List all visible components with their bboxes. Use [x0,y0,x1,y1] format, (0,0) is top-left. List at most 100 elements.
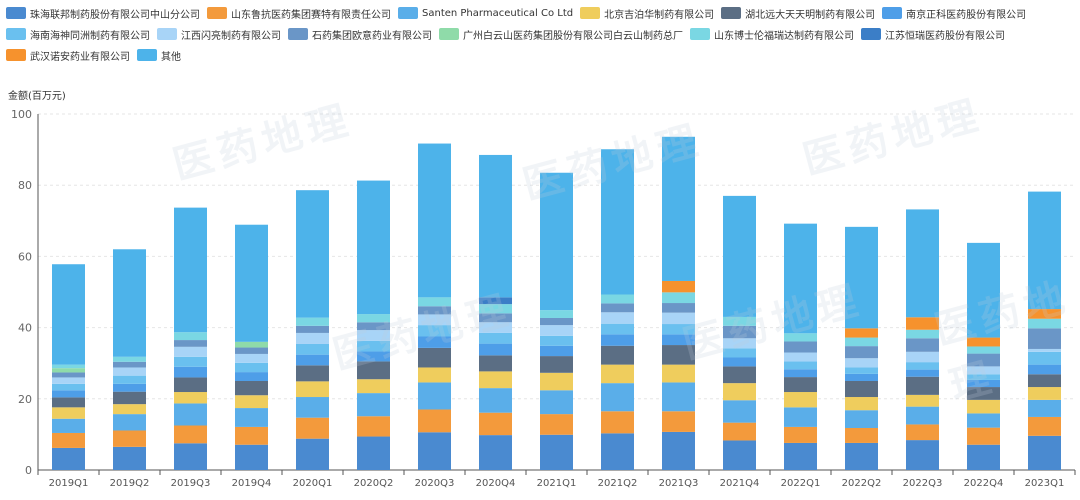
bar-segment[interactable] [845,358,878,368]
legend-item[interactable]: 其他 [137,47,181,63]
bar-segment[interactable] [174,392,207,404]
bar-segment[interactable] [174,366,207,378]
bar-segment[interactable] [540,372,573,391]
bar-segment[interactable] [235,381,268,396]
bar-segment[interactable] [479,355,512,372]
bar-segment[interactable] [540,414,573,435]
bar-segment[interactable] [723,316,756,326]
bar-segment[interactable] [967,337,1000,347]
bar-segment[interactable] [967,374,1000,380]
bar-segment[interactable] [906,317,939,330]
bar-segment[interactable] [113,375,146,384]
bar-segment[interactable] [906,351,939,363]
legend-item[interactable]: 石药集团欧意药业有限公司 [288,26,432,42]
bar-segment[interactable] [235,362,268,373]
bar-segment[interactable] [723,195,756,317]
bar-segment[interactable] [357,393,390,417]
bar-segment[interactable] [784,426,817,443]
bar-segment[interactable] [906,394,939,407]
bar-segment[interactable] [174,207,207,333]
bar-segment[interactable] [662,431,695,470]
bar-segment[interactable] [418,306,451,315]
legend-item[interactable]: 南京正科医药股份有限公司 [882,5,1026,21]
bar-segment[interactable] [357,351,390,362]
bar-segment[interactable] [235,341,268,348]
bar-segment[interactable] [1028,399,1061,417]
bar-segment[interactable] [662,382,695,412]
bar-segment[interactable] [174,332,207,341]
bar-segment[interactable] [52,447,85,470]
bar-segment[interactable] [723,440,756,470]
bar-segment[interactable] [418,336,451,348]
bar-segment[interactable] [601,383,634,412]
bar-segment[interactable] [784,377,817,393]
bar-segment[interactable] [662,411,695,432]
bar-segment[interactable] [479,154,512,298]
bar-segment[interactable] [540,335,573,346]
bar-segment[interactable] [296,317,329,326]
bar-segment[interactable] [52,397,85,408]
bar-segment[interactable] [357,436,390,470]
bar-segment[interactable] [601,323,634,335]
bar-segment[interactable] [235,353,268,363]
legend-item[interactable]: 广州白云山医药集团股份有限公司白云山制药总厂 [439,26,683,42]
bar-segment[interactable] [1028,318,1061,329]
bar-segment[interactable] [1028,309,1061,319]
bar-segment[interactable] [723,338,756,349]
bar-segment[interactable] [1028,348,1061,352]
bar-segment[interactable] [906,329,939,339]
bar-segment[interactable] [1028,387,1061,400]
bar-segment[interactable] [784,369,817,378]
bar-segment[interactable] [967,346,1000,354]
bar-segment[interactable] [784,392,817,408]
bar-segment[interactable] [662,324,695,335]
bar-segment[interactable] [540,172,573,311]
bar-segment[interactable] [845,337,878,347]
bar-segment[interactable] [479,371,512,389]
bar-segment[interactable] [296,190,329,318]
bar-segment[interactable] [235,224,268,342]
bar-segment[interactable] [52,432,85,448]
bar-segment[interactable] [296,397,329,418]
bar-segment[interactable] [174,425,207,444]
bar-segment[interactable] [479,313,512,323]
bar-segment[interactable] [1028,351,1061,365]
bar-segment[interactable] [723,348,756,358]
legend-item[interactable]: Santen Pharmaceutical Co Ltd [398,5,573,21]
legend-item[interactable]: 海南海神同洲制药有限公司 [6,26,150,42]
bar-segment[interactable] [479,322,512,333]
bar-segment[interactable] [967,379,1000,388]
bar-segment[interactable] [662,345,695,365]
bar-segment[interactable] [601,312,634,324]
bar-segment[interactable] [784,341,817,353]
bar-segment[interactable] [113,391,146,405]
bar-segment[interactable] [967,399,1000,414]
bar-segment[interactable] [906,369,939,377]
bar-segment[interactable] [174,377,207,393]
bar-segment[interactable] [418,382,451,410]
bar-segment[interactable] [235,347,268,354]
bar-segment[interactable] [235,372,268,381]
legend-item[interactable]: 江西闪亮制药有限公司 [157,26,281,42]
bar-segment[interactable] [52,368,85,373]
bar-segment[interactable] [723,383,756,401]
bar-segment[interactable] [357,314,390,323]
bar-segment[interactable] [601,364,634,384]
bar-segment[interactable] [967,366,1000,375]
bar-segment[interactable] [845,346,878,359]
bar-segment[interactable] [357,379,390,394]
bar-segment[interactable] [662,334,695,346]
bar-segment[interactable] [113,446,146,470]
bar-segment[interactable] [906,362,939,370]
bar-segment[interactable] [174,346,207,357]
bar-segment[interactable] [784,407,817,427]
legend-item[interactable]: 武汉诺安药业有限公司 [6,47,130,63]
bar-segment[interactable] [113,367,146,376]
bar-segment[interactable] [52,383,85,391]
bar-segment[interactable] [418,432,451,470]
bar-segment[interactable] [174,340,207,347]
bar-segment[interactable] [845,373,878,381]
bar-segment[interactable] [845,328,878,338]
bar-segment[interactable] [601,345,634,365]
bar-segment[interactable] [723,325,756,339]
